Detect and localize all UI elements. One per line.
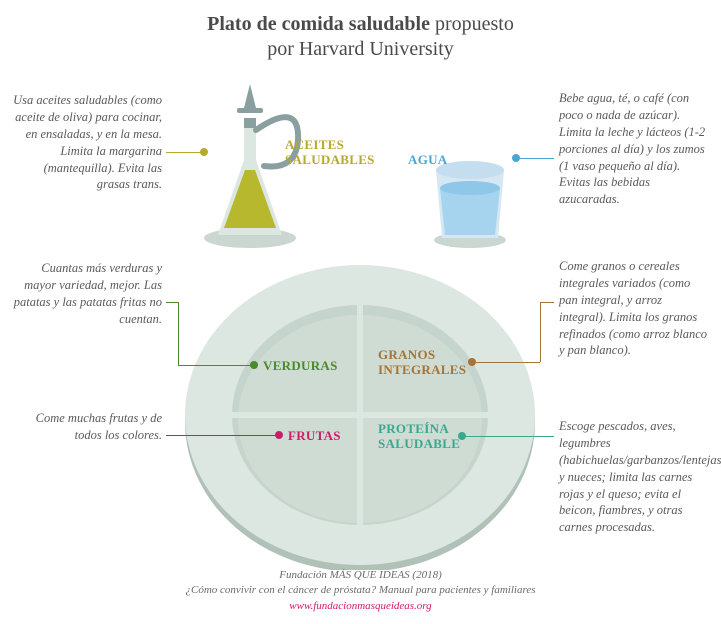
label-grains: GRANOS INTEGRALES — [378, 348, 466, 378]
label-fruit: FRUTAS — [288, 428, 341, 444]
footer-link: www.fundacionmasqueideas.org — [0, 599, 721, 614]
desc-veg: Cuantas más verduras y mayor variedad, m… — [12, 260, 162, 328]
title-light: propuesto — [435, 13, 514, 35]
desc-protein: Escoge pescados, aves, legumbres (habich… — [559, 418, 709, 536]
footer-line1: Fundación MÁS QUE IDEAS (2018) — [0, 568, 721, 583]
plate-icon — [185, 265, 535, 570]
desc-grains: Come granos o cereales integrales variad… — [559, 258, 709, 359]
title-line2: por Harvard University — [0, 37, 721, 62]
water-glass-icon — [434, 161, 506, 248]
label-protein: PROTEÍNA SALUDABLE — [378, 422, 460, 452]
label-veg: VERDURAS — [263, 358, 338, 374]
page-title: Plato de comida saludable propuesto por … — [0, 0, 721, 62]
footer-line2: ¿Cómo convivir con el cáncer de próstata… — [0, 583, 721, 598]
oil-flask-icon — [204, 84, 298, 248]
title-bold: Plato de comida saludable — [207, 13, 430, 35]
label-oils: ACEITES SALUDABLES — [285, 138, 375, 168]
footer: Fundación MÁS QUE IDEAS (2018) ¿Cómo con… — [0, 568, 721, 614]
label-water: AGUA — [408, 152, 447, 168]
desc-oils: Usa aceites saludables (como aceite de o… — [12, 92, 162, 193]
desc-water: Bebe agua, té, o café (con poco o nada d… — [559, 90, 709, 208]
desc-fruit: Come muchas frutas y de todos los colore… — [12, 410, 162, 444]
diagram-stage: ACEITES SALUDABLES AGUA VERDURAS GRANOS … — [0, 70, 721, 570]
